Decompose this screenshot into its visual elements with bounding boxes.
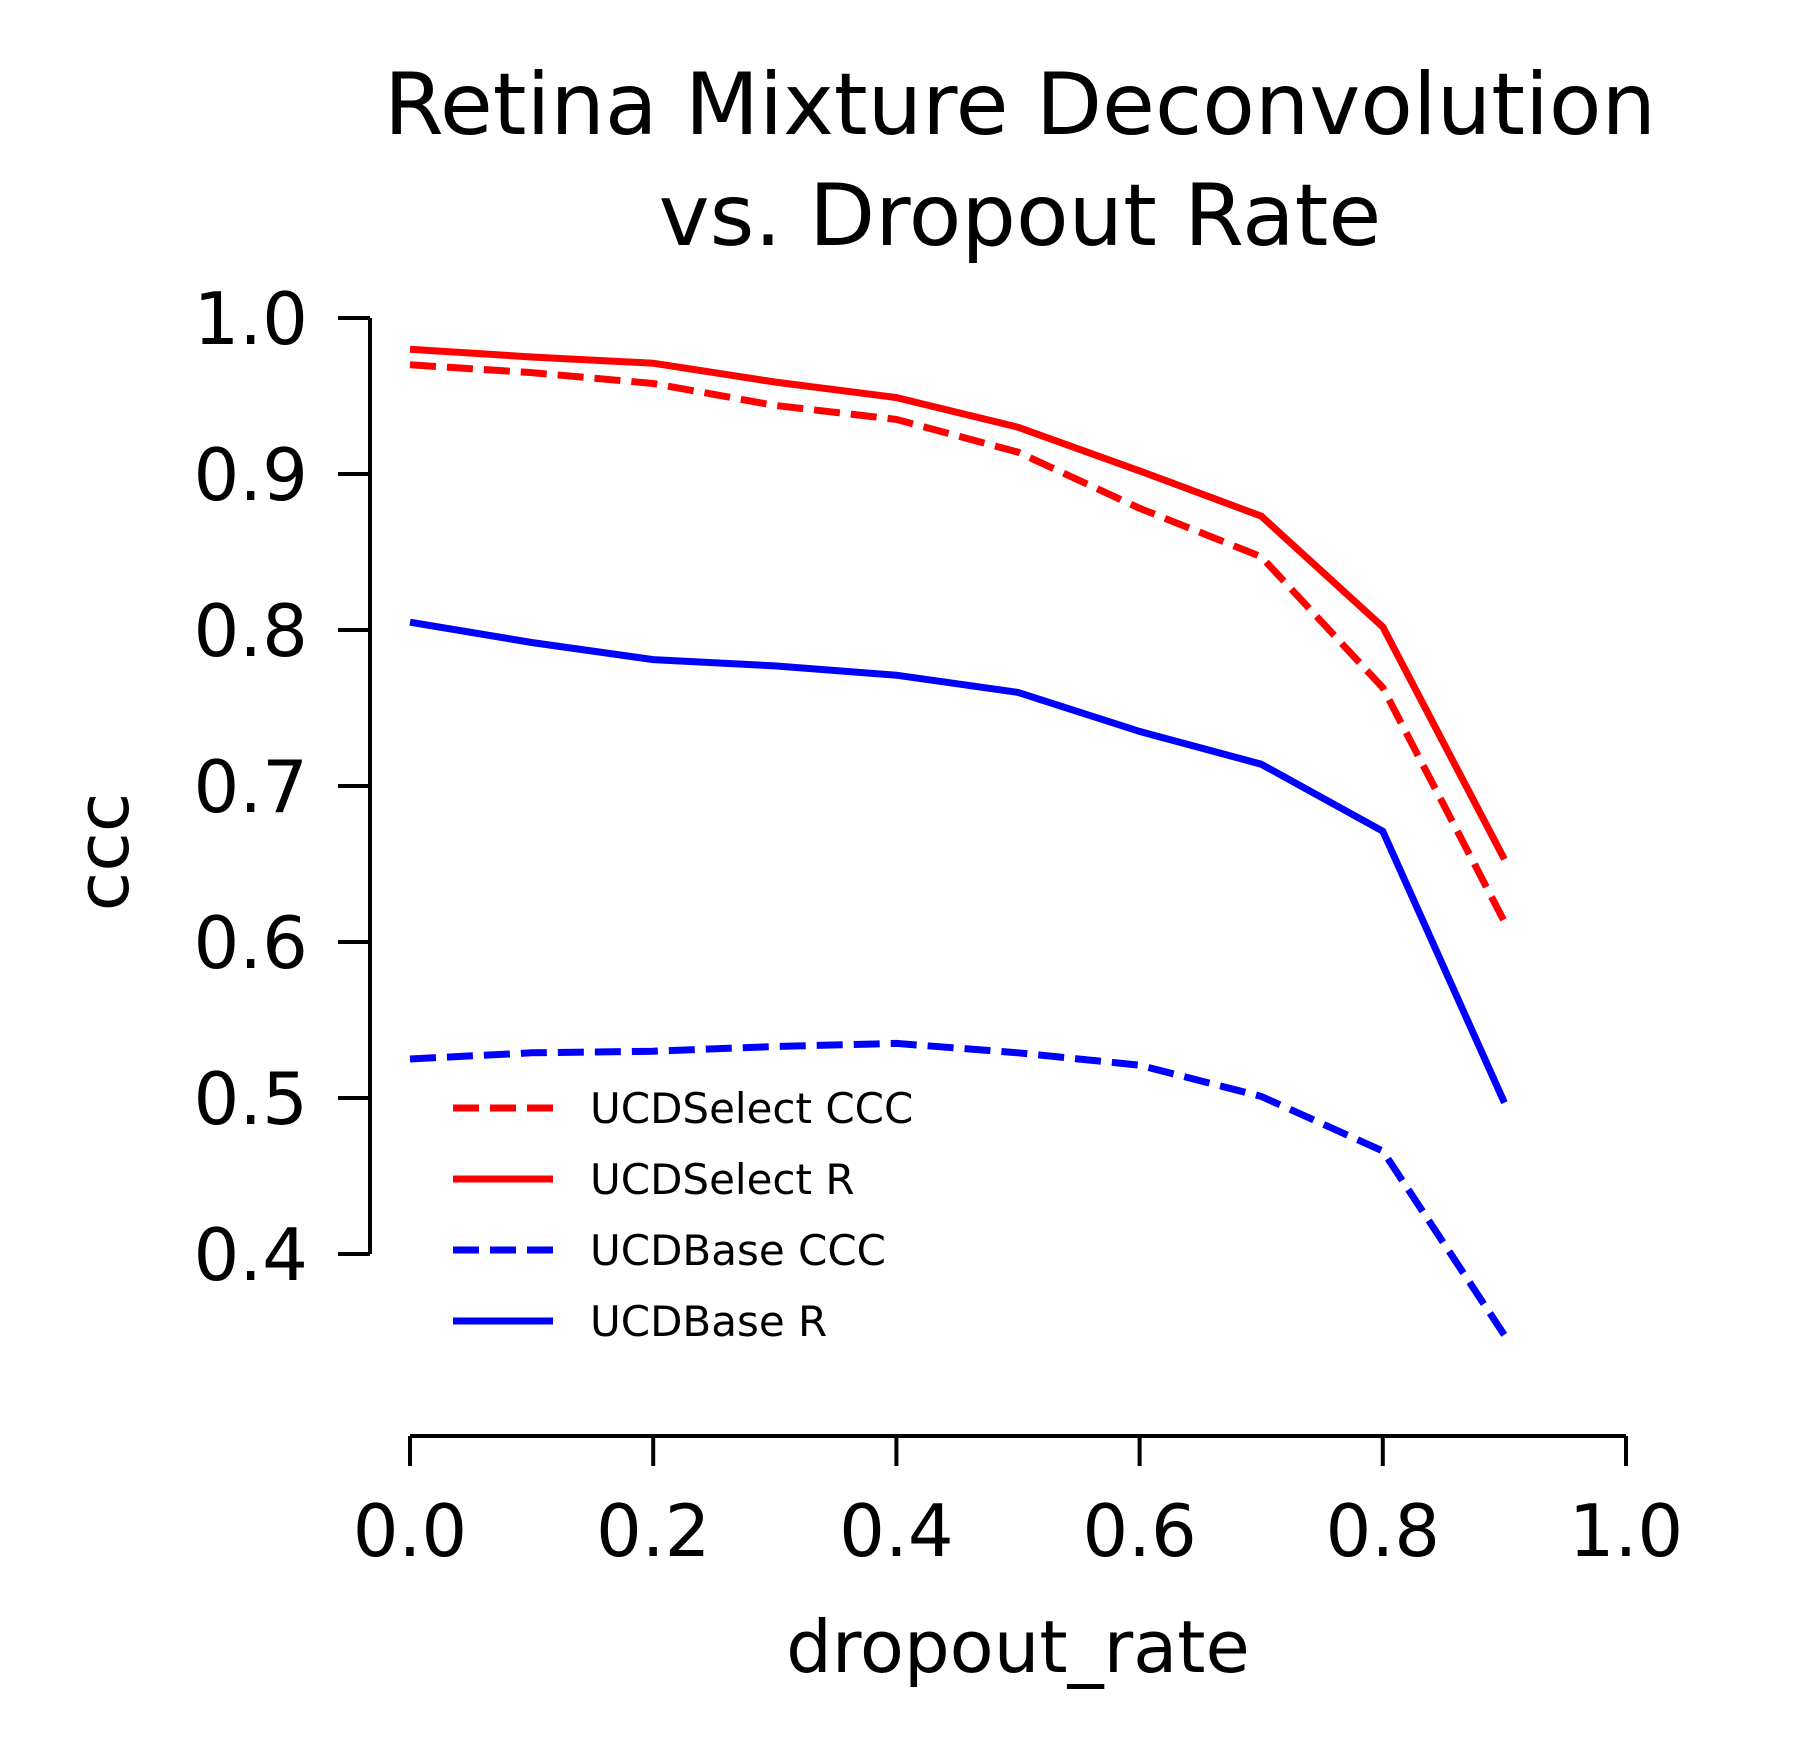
chart-title-line-2: vs. Dropout Rate — [659, 166, 1382, 266]
legend-label: UCDBase CCC — [590, 1226, 886, 1275]
y-axis-ticks: 1.0 0.9 0.8 0.7 0.6 0.5 0.4 — [193, 277, 370, 1297]
x-tick-label: 0.0 — [353, 1489, 468, 1573]
legend-label: UCDSelect CCC — [590, 1084, 913, 1133]
x-axis-ticks: 0.0 0.2 0.4 0.6 0.8 1.0 — [353, 1436, 1684, 1573]
y-tick-label: 0.9 — [193, 433, 308, 517]
x-tick-label: 0.6 — [1082, 1489, 1197, 1573]
chart-title-line-1: Retina Mixture Deconvolution — [384, 55, 1656, 155]
legend-label: UCDSelect R — [590, 1155, 855, 1204]
x-tick-label: 0.4 — [839, 1489, 954, 1573]
y-tick-label: 0.6 — [193, 901, 308, 985]
x-axis-label: dropout_rate — [786, 1605, 1250, 1689]
legend-label: UCDBase R — [590, 1297, 827, 1346]
series-line-ucdselect-ccc — [409, 361, 1508, 924]
x-tick-label: 0.8 — [1326, 1489, 1441, 1573]
y-axis-label: ccc — [61, 793, 145, 912]
x-tick-label: 1.0 — [1569, 1489, 1684, 1573]
series-line-ucdbase-r — [409, 618, 1508, 1105]
y-tick-label: 0.4 — [193, 1213, 308, 1297]
y-tick-label: 0.5 — [193, 1057, 308, 1141]
series-layer — [409, 345, 1508, 1338]
series-line-ucdbase-ccc — [409, 1039, 1508, 1338]
x-tick-label: 0.2 — [596, 1489, 711, 1573]
y-tick-label: 1.0 — [193, 277, 308, 361]
y-tick-label: 0.7 — [193, 745, 308, 829]
y-tick-label: 0.8 — [193, 589, 308, 673]
legend: UCDSelect CCC UCDSelect R UCDBase CCC UCDBa… — [453, 1084, 913, 1346]
series-line-ucdselect-r — [409, 345, 1508, 861]
